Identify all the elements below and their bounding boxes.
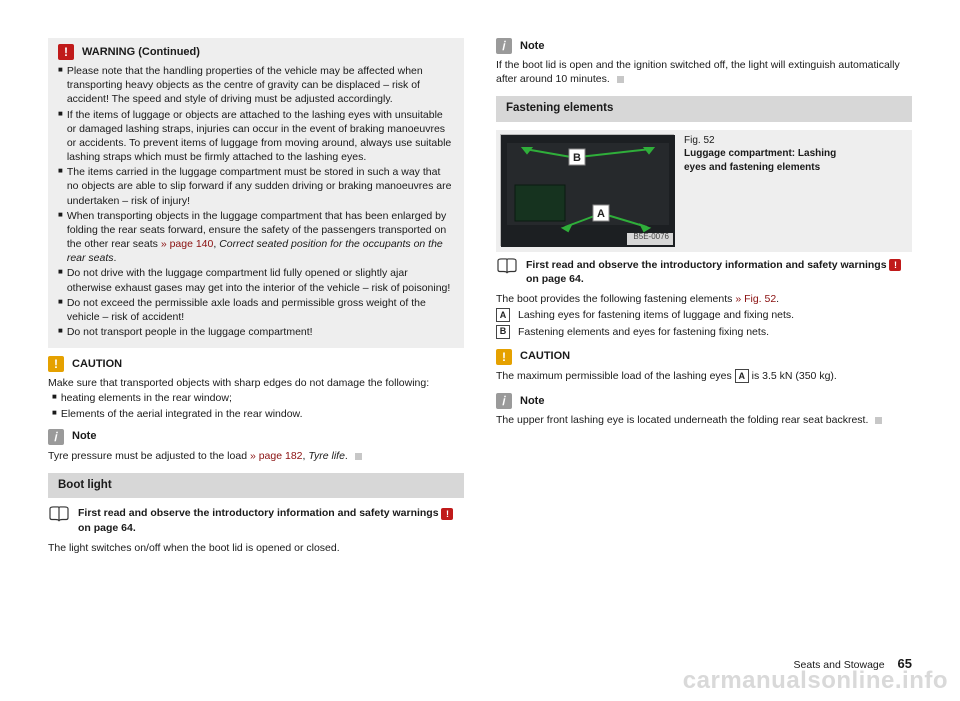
warning-title: WARNING (Continued) [82,45,200,60]
section-boot-light: Boot light [48,473,464,499]
warning-item: ■Do not drive with the luggage compartme… [58,266,454,294]
note-body: Tyre pressure must be adjusted to the lo… [48,449,464,463]
warning-icon-inline: ! [441,508,453,520]
boot-light-body: The light switches on/off when the boot … [48,541,464,555]
warning-icon: ! [58,44,74,60]
caution-item: ■Elements of the aerial integrated in th… [52,407,464,421]
section-fastening: Fastening elements [496,96,912,122]
note-title: Note [72,429,96,444]
caution-icon: ! [496,349,512,365]
note-body: The upper front lashing eye is located u… [496,413,912,427]
warning-continued-box: ! WARNING (Continued) ■Please note that … [48,38,464,348]
figure-label: Fig. 52 [684,134,836,148]
read-first-block: First read and observe the introductory … [48,506,464,534]
letter-b-icon: B [496,325,510,339]
caution-item: ■heating elements in the rear window; [52,391,464,405]
fastening-body: The boot provides the following fastenin… [496,292,912,306]
note-icon: 𝑖 [496,38,512,54]
fig-ref: » Fig. 52 [735,293,776,305]
end-marker [355,453,362,460]
right-column: 𝑖 Note If the boot lid is open and the i… [496,38,912,555]
read-first-block: First read and observe the introductory … [496,258,912,286]
page-ref: » page 140 [161,238,214,250]
note-icon: 𝑖 [496,393,512,409]
legend-row: B Fastening elements and eyes for fasten… [496,325,912,339]
letter-a-icon-inline: A [735,369,749,383]
figure-caption: eyes and fastening elements [684,161,836,175]
figure-caption: Luggage compartment: Lashing [684,147,836,161]
figure-block: B A B5E-0076 Fig. 52 Luggage compartment… [496,130,912,252]
note-body: If the boot lid is open and the ignition… [496,58,912,86]
figure-image: B A B5E-0076 [500,134,674,246]
caution-body: The maximum permissible load of the lash… [496,369,912,383]
letter-a-icon: A [496,308,510,322]
warning-item: ■ When transporting objects in the lugga… [58,209,454,266]
figure-code: B5E-0076 [633,232,669,243]
end-marker [875,417,882,424]
warning-item: ■If the items of luggage or objects are … [58,108,454,165]
warning-icon-inline: ! [889,259,901,271]
note-title: Note [520,394,544,409]
warning-item: ■Do not exceed the permissible axle load… [58,296,454,324]
caution-icon: ! [48,356,64,372]
warning-item: ■Do not transport people in the luggage … [58,325,454,339]
svg-text:A: A [597,208,605,220]
note-title: Note [520,39,544,54]
legend-row: A Lashing eyes for fastening items of lu… [496,308,912,322]
watermark: carmanualsonline.info [683,665,948,697]
page-ref: » page 182 [250,450,303,462]
end-marker [617,76,624,83]
svg-text:B: B [573,152,581,164]
caution-title: CAUTION [72,357,122,372]
caution-title: CAUTION [520,349,570,364]
note-icon: 𝑖 [48,429,64,445]
warning-item: ■Please note that the handling propertie… [58,64,454,107]
caution-lead: Make sure that transported objects with … [48,376,464,390]
left-column: ! WARNING (Continued) ■Please note that … [48,38,464,555]
book-icon [48,506,70,524]
book-icon [496,258,518,276]
warning-item: ■The items carried in the luggage compar… [58,165,454,208]
